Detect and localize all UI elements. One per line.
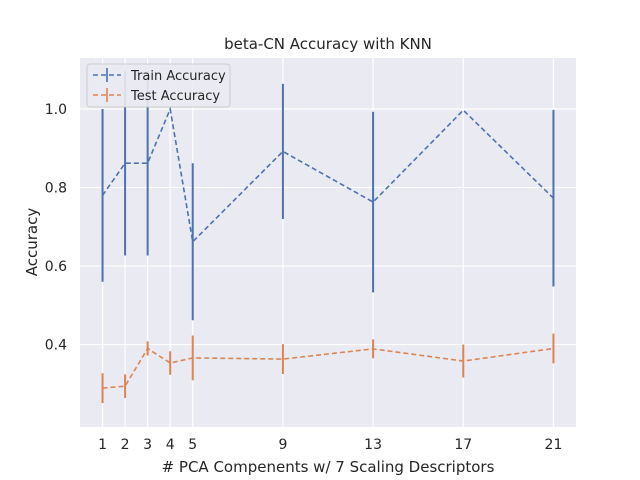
series-line — [101, 106, 555, 244]
y-tick-label: 0.6 — [45, 259, 67, 275]
x-tick-label: 13 — [364, 437, 382, 453]
y-tick-label: 0.8 — [45, 181, 67, 197]
x-tick-label: 5 — [188, 437, 197, 453]
y-tick-label: 0.4 — [45, 338, 67, 354]
x-tick-label: 17 — [454, 437, 472, 453]
x-tick-label: 4 — [166, 437, 175, 453]
chart-title: beta-CN Accuracy with KNN — [224, 35, 432, 53]
x-tick-label: 3 — [143, 437, 152, 453]
legend-box — [86, 63, 231, 108]
x-tick-label: 21 — [545, 437, 563, 453]
series-layer — [101, 70, 555, 404]
x-tick-label: 1 — [98, 437, 107, 453]
plot-background — [80, 58, 576, 427]
legend-label-test: Test Accuracy — [130, 89, 220, 104]
series-test — [101, 333, 555, 404]
legend: Train Accuracy Test Accuracy — [86, 63, 231, 108]
legend-label-train: Train Accuracy — [130, 69, 226, 84]
y-axis-label: Accuracy — [23, 208, 41, 277]
x-axis-label: # PCA Compenents w/ 7 Scaling Descriptor… — [162, 458, 495, 476]
y-tick-label: 1.0 — [45, 102, 67, 118]
x-tick-label: 2 — [121, 437, 130, 453]
x-tick-label: 9 — [278, 437, 287, 453]
tick-labels: 1 2 3 4 5 9 13 17 21 0.4 0.6 0.8 1.0 — [45, 102, 563, 453]
